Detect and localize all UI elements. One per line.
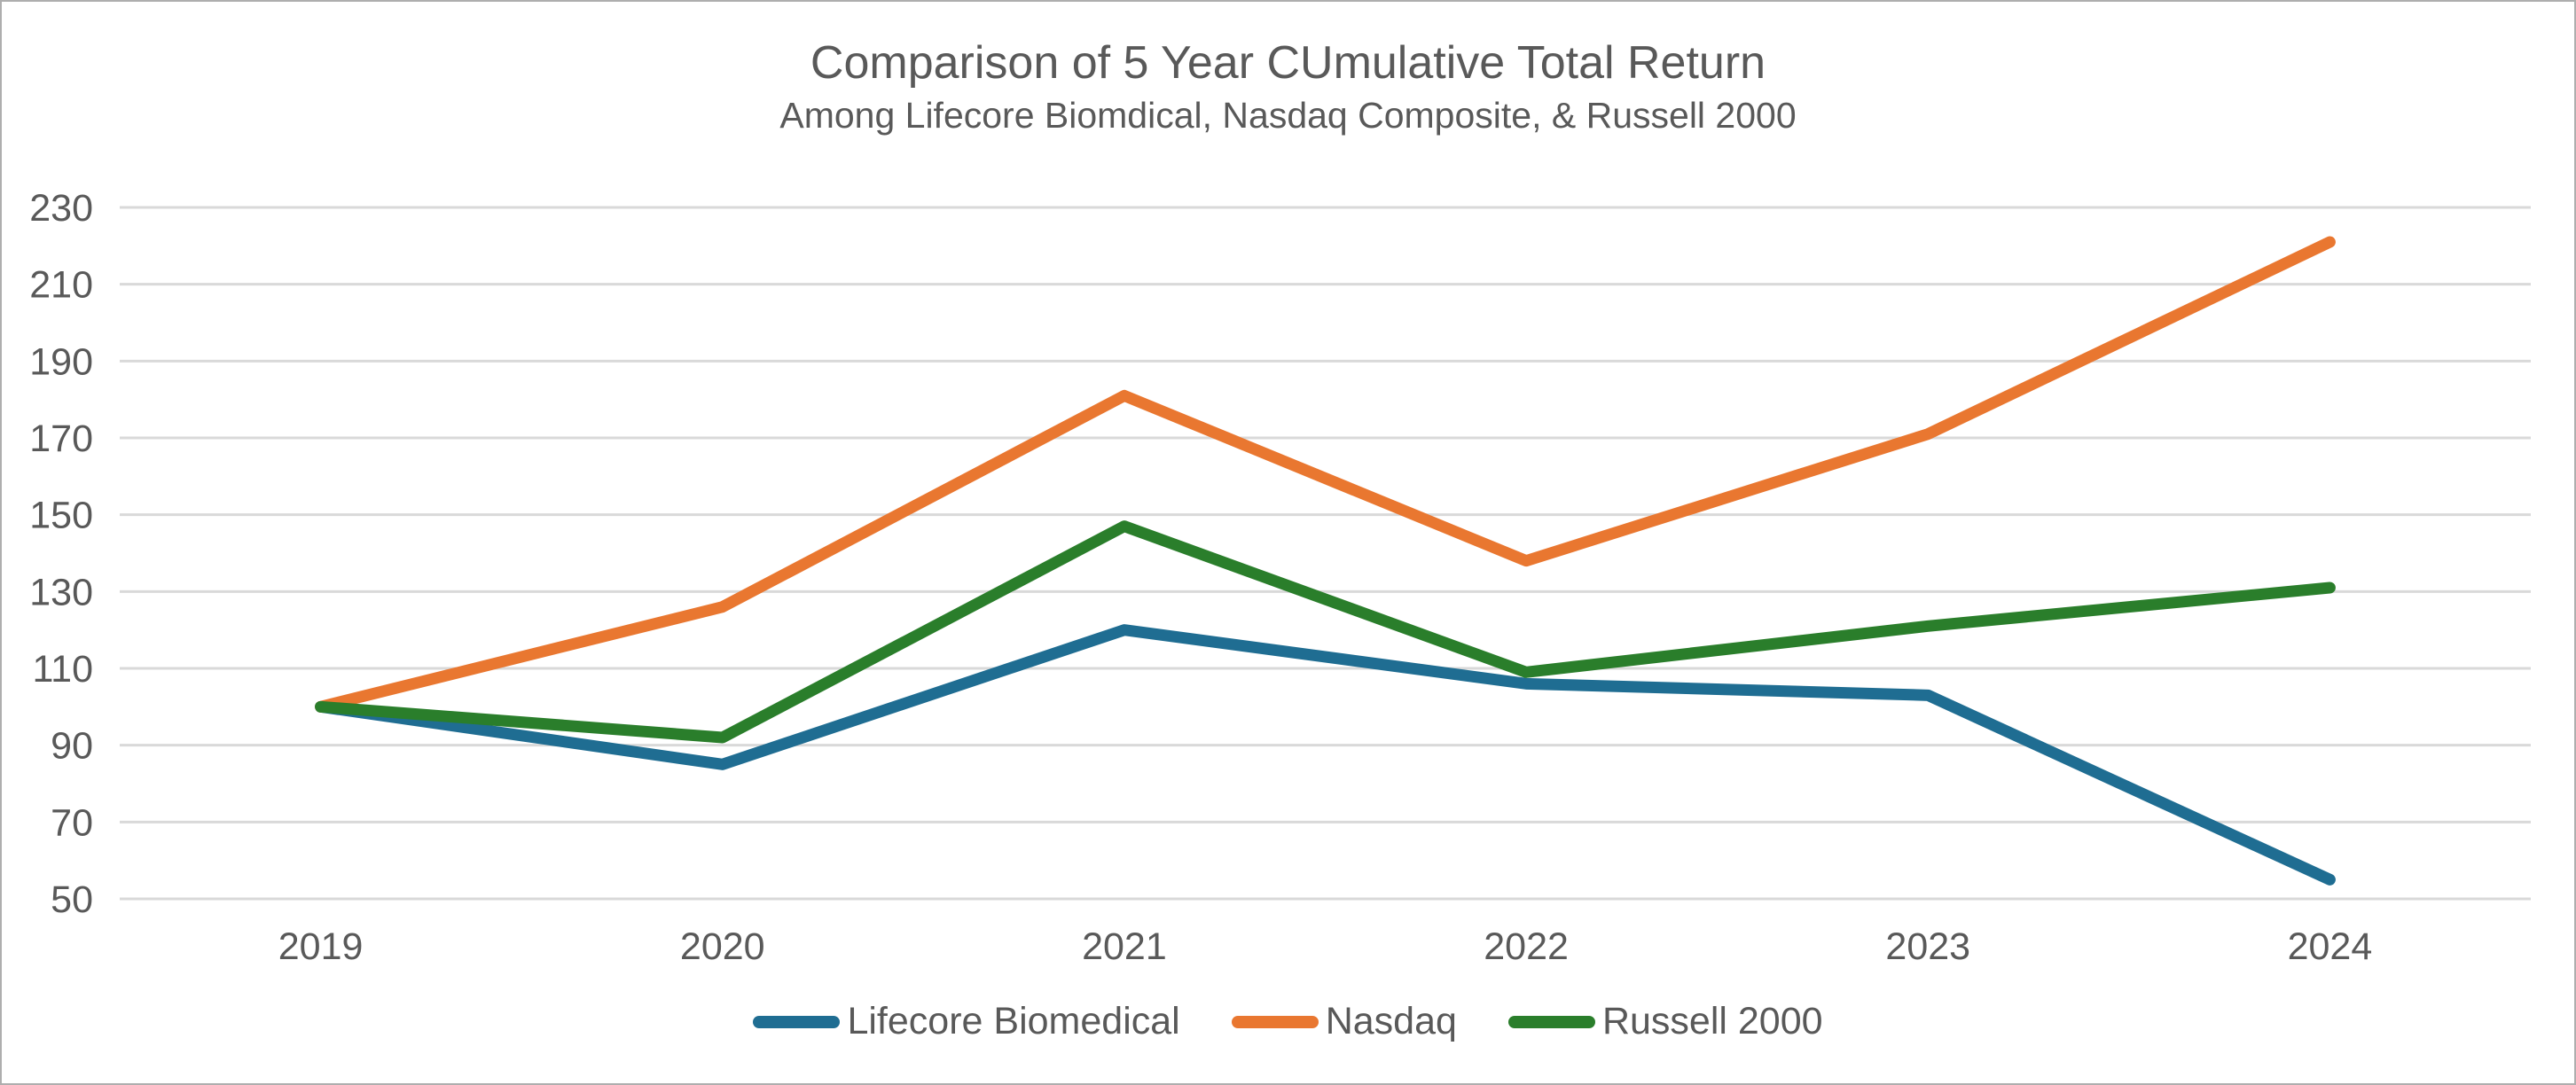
y-tick-label: 130 bbox=[29, 571, 93, 613]
legend-item-lifecore-biomedical: Lifecore Biomedical bbox=[753, 1000, 1180, 1043]
x-tick-label: 2022 bbox=[1484, 925, 1569, 968]
x-tick-label: 2021 bbox=[1082, 925, 1167, 968]
y-tick-label: 90 bbox=[51, 725, 93, 768]
y-tick-label: 210 bbox=[29, 264, 93, 307]
legend-swatch-icon bbox=[1507, 1015, 1595, 1028]
chart-subtitle: Among Lifecore Biomdical, Nasdaq Composi… bbox=[779, 95, 1797, 136]
series-line-lifecore-biomedical bbox=[315, 624, 2336, 886]
legend-swatch-icon bbox=[753, 1015, 841, 1028]
y-axis-labels: 230 210 190 170 150 130 110 90 70 50 bbox=[29, 187, 93, 921]
y-tick-label: 230 bbox=[29, 187, 93, 230]
legend: Lifecore Biomedical Nasdaq Russell 2000 bbox=[2, 1000, 2574, 1043]
y-tick-label: 150 bbox=[29, 495, 93, 537]
legend-label: Russell 2000 bbox=[1601, 1000, 1823, 1042]
legend-label: Lifecore Biomedical bbox=[847, 1000, 1180, 1042]
chart-title: Comparison of 5 Year CUmulative Total Re… bbox=[810, 37, 1766, 89]
series-line-russell-2000 bbox=[315, 520, 2336, 744]
y-tick-label: 70 bbox=[51, 801, 93, 844]
legend-swatch-icon bbox=[1231, 1015, 1319, 1028]
x-tick-label: 2020 bbox=[680, 925, 765, 968]
series-line-nasdaq bbox=[315, 236, 2336, 713]
legend-item-nasdaq: Nasdaq bbox=[1231, 1000, 1457, 1043]
x-tick-label: 2019 bbox=[278, 925, 364, 968]
x-axis-labels: 2019 2020 2021 2022 2023 2024 bbox=[278, 925, 2373, 968]
legend-label: Nasdaq bbox=[1325, 1000, 1457, 1042]
y-tick-label: 110 bbox=[32, 648, 93, 691]
y-tick-label: 190 bbox=[29, 340, 93, 383]
series-lines bbox=[315, 236, 2336, 886]
y-tick-label: 50 bbox=[51, 878, 93, 921]
y-tick-label: 170 bbox=[29, 418, 93, 460]
legend-item-russell-2000: Russell 2000 bbox=[1507, 1000, 1823, 1043]
gridlines bbox=[120, 206, 2531, 901]
x-tick-label: 2024 bbox=[2288, 925, 2373, 968]
x-tick-label: 2023 bbox=[1885, 925, 1970, 968]
